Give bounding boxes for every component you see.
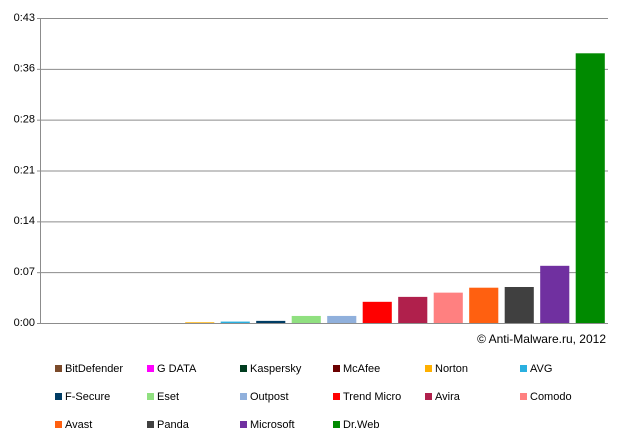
legend-swatch <box>55 421 62 428</box>
legend-swatch <box>55 393 62 400</box>
legend-swatch <box>333 365 340 372</box>
legend-swatch <box>147 393 154 400</box>
bar <box>362 301 392 323</box>
legend-label: Avast <box>65 419 92 431</box>
bar <box>575 53 605 323</box>
bar <box>327 315 357 323</box>
legend-swatch <box>240 393 247 400</box>
legend-swatch <box>240 365 247 372</box>
legend-label: Microsoft <box>250 419 295 431</box>
legend-swatch <box>520 365 527 372</box>
y-tick-label: 0:14 <box>14 215 35 227</box>
legend-swatch <box>520 393 527 400</box>
legend-swatch <box>333 421 340 428</box>
y-tick-label: 0:43 <box>14 12 35 24</box>
y-tick-label: 0:00 <box>14 317 35 329</box>
legend-label: G DATA <box>157 363 197 375</box>
legend-swatch <box>55 365 62 372</box>
annotation: © Anti-Malware.ru, 2012 <box>477 332 606 346</box>
bar <box>504 286 534 323</box>
legend-swatch <box>425 365 432 372</box>
legend-label: AVG <box>530 363 552 375</box>
bar <box>220 321 250 323</box>
bar <box>433 292 463 323</box>
legend-label: Panda <box>157 419 190 431</box>
y-tick-label: 0:28 <box>14 114 35 126</box>
y-tick-label: 0:36 <box>14 63 35 75</box>
bar <box>540 265 570 323</box>
legend-label: BitDefender <box>65 363 123 375</box>
legend-swatch <box>147 365 154 372</box>
y-tick-label: 0:21 <box>14 164 35 176</box>
legend-label: F-Secure <box>65 391 110 403</box>
legend-swatch <box>147 421 154 428</box>
bar <box>256 320 286 323</box>
legend-label: Eset <box>157 391 179 403</box>
legend-label: Trend Micro <box>343 391 401 403</box>
legend-label: McAfee <box>343 363 380 375</box>
legend-swatch <box>425 393 432 400</box>
legend-label: Dr.Web <box>343 419 379 431</box>
legend-label: Norton <box>435 363 468 375</box>
legend-label: Kaspersky <box>250 363 302 375</box>
legend-label: Comodo <box>530 391 572 403</box>
legend-swatch <box>333 393 340 400</box>
bar <box>291 315 321 323</box>
y-tick-label: 0:07 <box>14 266 35 278</box>
bar <box>469 287 499 323</box>
legend-label: Outpost <box>250 391 289 403</box>
legend-label: Avira <box>435 391 461 403</box>
bar <box>185 322 215 323</box>
bar <box>398 296 428 323</box>
legend-swatch <box>240 421 247 428</box>
